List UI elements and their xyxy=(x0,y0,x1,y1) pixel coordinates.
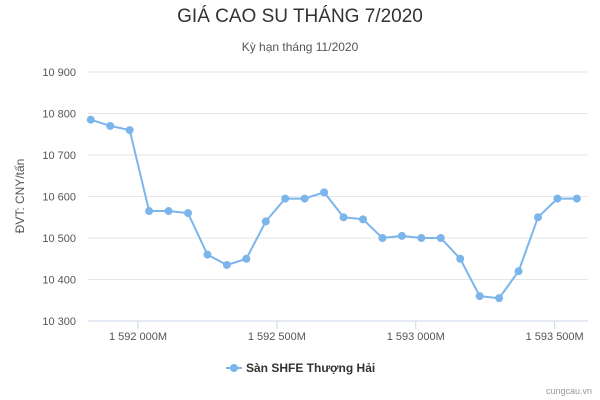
data-point[interactable] xyxy=(553,194,562,203)
chart-title: GIÁ CAO SU THÁNG 7/2020 xyxy=(177,6,423,27)
data-point[interactable] xyxy=(436,234,445,242)
y-axis-ticks: 10 300 10 400 10 500 10 600 10 700 10 800 10 9… xyxy=(42,67,76,328)
series-group xyxy=(86,115,581,303)
series-line xyxy=(90,118,577,300)
data-point[interactable] xyxy=(222,260,231,269)
x-tick-label: 1 592 000M xyxy=(109,331,167,343)
legend-label: Sàn SHFE Thượng Hải xyxy=(246,361,375,375)
y-tick-label: 10 900 xyxy=(42,67,76,79)
data-point[interactable] xyxy=(514,267,523,276)
x-tick-label: 1 593 500M xyxy=(526,331,584,343)
data-point[interactable] xyxy=(456,254,465,263)
data-point[interactable] xyxy=(359,215,367,224)
data-point[interactable] xyxy=(184,209,192,218)
source-credit: cungcau.vn xyxy=(545,386,592,396)
y-tick-label: 10 700 xyxy=(42,150,76,162)
data-point[interactable] xyxy=(281,194,290,203)
data-point[interactable] xyxy=(106,121,115,130)
data-point[interactable] xyxy=(86,115,95,124)
y-tick-label: 10 500 xyxy=(42,233,76,245)
data-point[interactable] xyxy=(261,217,270,226)
data-point[interactable] xyxy=(125,126,134,135)
y-tick-label: 10 600 xyxy=(42,192,76,204)
data-point[interactable] xyxy=(572,194,581,203)
y-tick-label: 10 300 xyxy=(42,316,76,328)
data-point[interactable] xyxy=(397,231,406,240)
data-point[interactable] xyxy=(475,292,484,301)
data-point[interactable] xyxy=(534,213,542,222)
data-point[interactable] xyxy=(203,250,212,259)
data-point[interactable] xyxy=(300,194,309,203)
data-point[interactable] xyxy=(378,234,387,242)
data-point[interactable] xyxy=(164,207,173,216)
grid-lines xyxy=(88,71,588,322)
data-point[interactable] xyxy=(495,294,504,303)
legend-marker xyxy=(230,364,238,372)
x-axis-ticks: 1 592 000M 1 592 500M 1 593 000M 1 593 500M xyxy=(109,321,584,343)
y-axis-label: ĐVT: CNY/tấn xyxy=(13,159,27,234)
x-tick-label: 1 592 500M xyxy=(248,331,306,343)
data-point[interactable] xyxy=(320,188,329,197)
data-point[interactable] xyxy=(145,207,154,216)
chart-subtitle: Kỳ hạn tháng 11/2020 xyxy=(241,40,359,54)
data-point[interactable] xyxy=(242,254,251,263)
data-point[interactable] xyxy=(417,234,426,242)
legend[interactable]: Sàn SHFE Thượng Hải xyxy=(226,361,375,375)
data-point[interactable] xyxy=(339,213,348,222)
y-tick-label: 10 400 xyxy=(42,275,76,287)
x-tick-label: 1 593 000M xyxy=(387,331,445,343)
y-tick-label: 10 800 xyxy=(42,109,76,121)
